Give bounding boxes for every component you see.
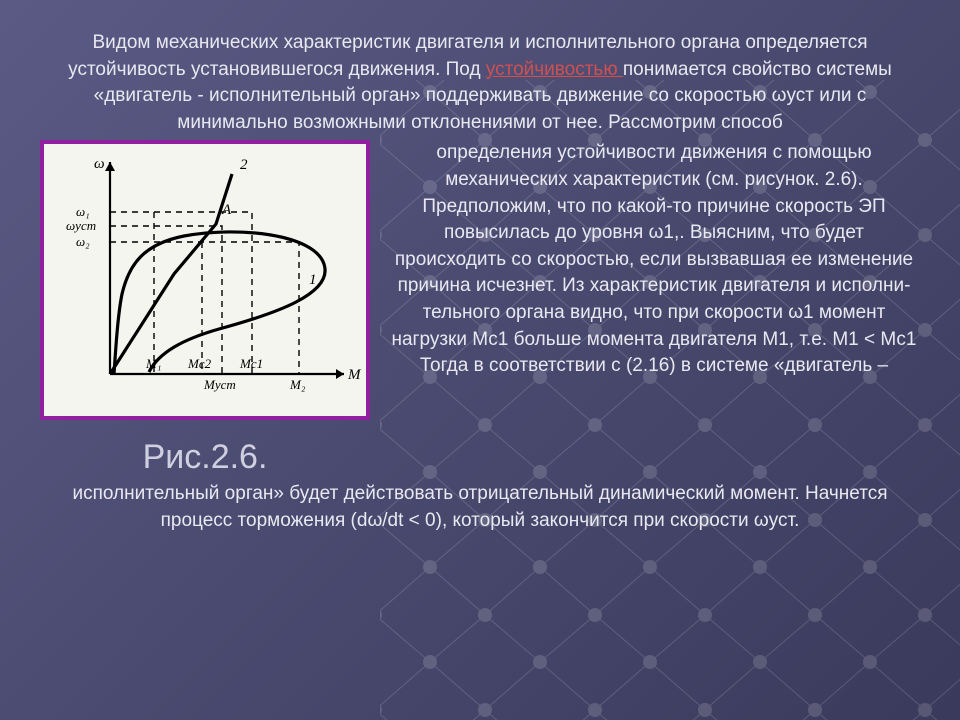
axis-y-label: ω bbox=[94, 156, 105, 172]
paragraph-top: Видом механических характеристик двигате… bbox=[40, 30, 920, 136]
curve-2-label: 2 bbox=[240, 157, 248, 173]
ylabel-w1: ω₁ bbox=[76, 204, 90, 219]
slide-content: Видом механических характеристик двигате… bbox=[0, 0, 960, 720]
ylabel-w2: ω₂ bbox=[76, 234, 90, 249]
paragraph-right: определения устойчивости движения с помо… bbox=[388, 140, 920, 477]
point-A-label: A bbox=[221, 202, 232, 218]
xlabel-mc2: Mс2 bbox=[187, 356, 212, 371]
figure-caption: Рис.2.6. bbox=[40, 438, 370, 477]
ylabel-wust: ωуст bbox=[66, 218, 96, 233]
curve-1-label: 1 bbox=[309, 272, 317, 288]
figure-2-6: ω M ω₁ ωуст ω₂ M₁ bbox=[40, 140, 370, 420]
xlabel-must: Mуст bbox=[203, 377, 236, 392]
axis-x-label: M bbox=[347, 367, 362, 383]
curve-1 bbox=[114, 232, 325, 374]
xlabel-mc1: Mс1 bbox=[239, 356, 263, 371]
term-stability: устойчивостью bbox=[486, 59, 623, 80]
xlabel-m2: M₂ bbox=[289, 377, 306, 392]
paragraph-bottom: исполнительный орган» будет действовать … bbox=[40, 481, 920, 534]
